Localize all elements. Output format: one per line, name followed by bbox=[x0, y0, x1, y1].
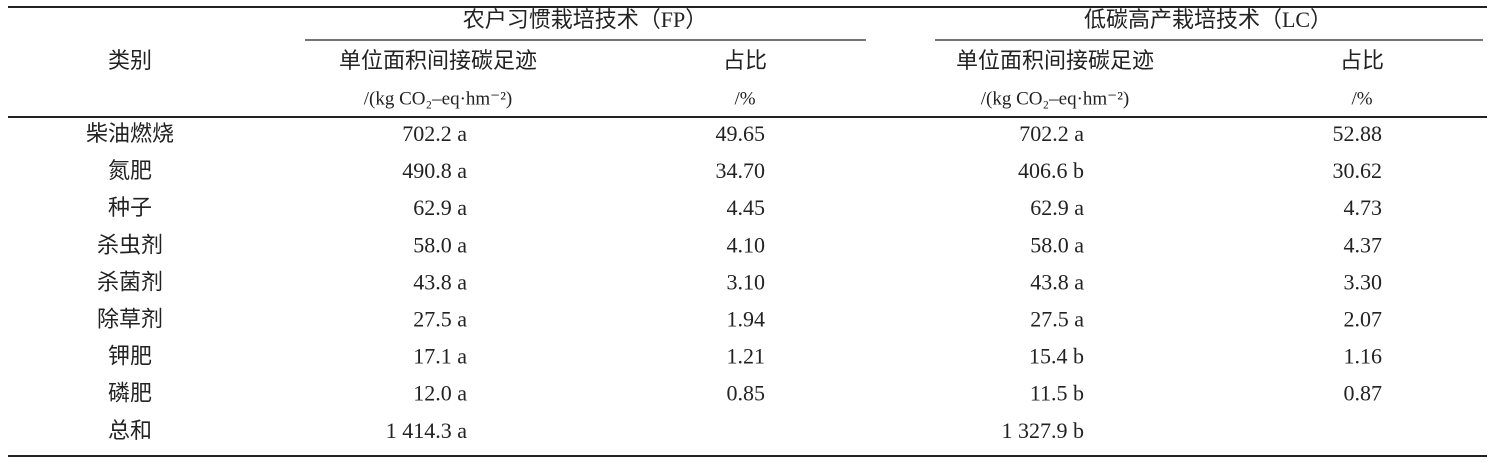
share-cell: 4.10 bbox=[727, 232, 766, 257]
column-header: 单位面积间接碳足迹 bbox=[956, 48, 1154, 73]
column-unit: /% bbox=[734, 88, 755, 109]
share-cell: 4.37 bbox=[1344, 232, 1383, 257]
category-cell: 氮肥 bbox=[108, 158, 152, 183]
share-cell: 1.21 bbox=[727, 344, 766, 369]
category-cell: 磷肥 bbox=[108, 381, 152, 406]
share-cell: 4.73 bbox=[1344, 195, 1383, 220]
share-cell: 1.94 bbox=[727, 307, 766, 332]
category-cell: 柴油燃烧 bbox=[86, 121, 174, 146]
share-cell: 30.62 bbox=[1333, 158, 1383, 183]
footprint-cell: 1 414.3 a bbox=[386, 418, 468, 443]
category-cell: 杀菌剂 bbox=[97, 269, 163, 294]
header-category: 类别 bbox=[108, 48, 152, 73]
share-cell: 0.85 bbox=[727, 381, 766, 406]
share-cell: 2.07 bbox=[1344, 307, 1383, 332]
category-cell: 除草剂 bbox=[97, 307, 163, 332]
footprint-cell: 12.0 a bbox=[413, 381, 467, 406]
column-header: 单位面积间接碳足迹 bbox=[339, 48, 537, 73]
category-cell: 总和 bbox=[108, 418, 152, 443]
group-header: 低碳高产栽培技术（LC） bbox=[1084, 7, 1332, 32]
footprint-cell: 43.8 a bbox=[1030, 269, 1084, 294]
category-cell: 钾肥 bbox=[108, 344, 152, 369]
footprint-cell: 17.1 a bbox=[413, 344, 467, 369]
share-cell: 52.88 bbox=[1333, 121, 1383, 146]
group-header: 农户习惯栽培技术（FP） bbox=[463, 7, 707, 32]
footprint-cell: 27.5 a bbox=[1030, 307, 1084, 332]
category-cell: 杀虫剂 bbox=[97, 232, 163, 257]
footprint-cell: 702.2 a bbox=[1019, 121, 1084, 146]
footprint-cell: 11.5 b bbox=[1030, 381, 1084, 406]
category-cell: 种子 bbox=[108, 195, 152, 220]
footprint-cell: 58.0 a bbox=[1030, 232, 1084, 257]
footprint-cell: 406.6 b bbox=[1018, 158, 1084, 183]
column-unit: /(kg CO₂–eq·hm⁻²) bbox=[364, 88, 512, 109]
footprint-cell: 702.2 a bbox=[402, 121, 467, 146]
footprint-cell: 1 327.9 b bbox=[1002, 418, 1085, 443]
column-unit: /% bbox=[1351, 88, 1372, 109]
column-header: 占比 bbox=[1340, 48, 1384, 73]
footprint-cell: 27.5 a bbox=[413, 307, 467, 332]
share-cell: 4.45 bbox=[727, 195, 766, 220]
share-cell: 0.87 bbox=[1344, 381, 1383, 406]
footprint-cell: 43.8 a bbox=[413, 269, 467, 294]
share-cell: 49.65 bbox=[716, 121, 766, 146]
column-header: 占比 bbox=[723, 48, 767, 73]
share-cell: 3.10 bbox=[727, 269, 766, 294]
share-cell: 34.70 bbox=[716, 158, 766, 183]
column-unit: /(kg CO₂–eq·hm⁻²) bbox=[981, 88, 1129, 109]
footprint-cell: 58.0 a bbox=[413, 232, 467, 257]
footprint-cell: 490.8 a bbox=[402, 158, 467, 183]
footprint-cell: 62.9 a bbox=[1030, 195, 1084, 220]
share-cell: 1.16 bbox=[1344, 344, 1383, 369]
footprint-cell: 15.4 b bbox=[1029, 344, 1084, 369]
footprint-cell: 62.9 a bbox=[413, 195, 467, 220]
share-cell: 3.30 bbox=[1344, 269, 1383, 294]
